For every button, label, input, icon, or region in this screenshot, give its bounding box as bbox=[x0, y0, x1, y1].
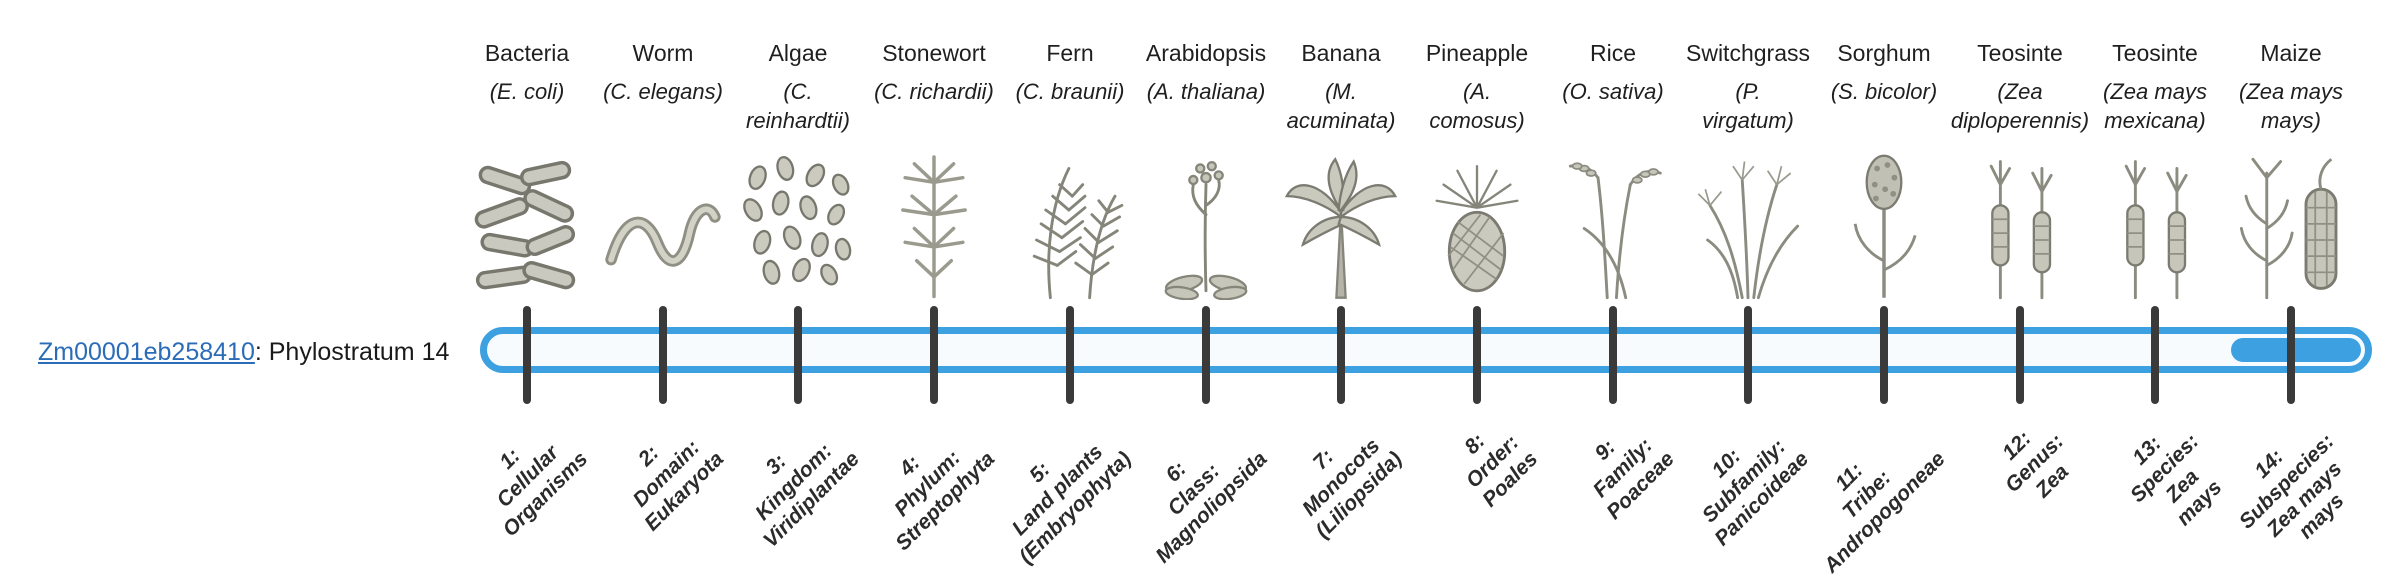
phylostratum-label-5: 5: Land plants (Embryophyta) bbox=[936, 412, 1135, 568]
organism-scientific-name: (Zea mays mays) bbox=[2239, 78, 2343, 134]
organism-common-name: Teosinte bbox=[1977, 40, 2063, 66]
phylostratum-label-12: 12: Genus: Zea bbox=[1962, 412, 2073, 502]
organism-column-header-1: Bacteria (E. coli) bbox=[438, 40, 616, 106]
worm-icon bbox=[598, 150, 728, 300]
phylostratum-label-1: 1: Cellular Organisms bbox=[431, 412, 592, 541]
organism-scientific-name: (P. virgatum) bbox=[1702, 78, 1794, 134]
phylostratum-label-text: 7: Monocots (Liliopsida) bbox=[1297, 434, 1407, 543]
gene-id-link[interactable]: Zm00001eb258410 bbox=[38, 338, 255, 366]
organism-common-name: Stonewort bbox=[882, 40, 986, 66]
organism-column-header-7: Banana (M. acuminata) bbox=[1252, 40, 1430, 136]
arabidopsis-icon bbox=[1141, 150, 1271, 300]
organism-scientific-name: (M. acuminata) bbox=[1286, 78, 1396, 134]
organism-column-header-10: Switchgrass (P. virgatum) bbox=[1659, 40, 1837, 136]
teosinte-icon bbox=[2090, 150, 2220, 300]
phylostratum-tick-6 bbox=[1202, 306, 1210, 404]
organism-column-header-14: Maize (Zea mays mays) bbox=[2202, 40, 2380, 136]
organism-scientific-name: (Zea diploperennis) bbox=[1950, 78, 2090, 134]
organism-common-name: Bacteria bbox=[484, 40, 570, 66]
organism-common-name: Algae bbox=[768, 40, 828, 66]
organism-common-name: Fern bbox=[1046, 40, 1094, 66]
organism-scientific-name: (C. braunii) bbox=[1015, 78, 1125, 104]
organism-column-header-3: Algae (C. reinhardtii) bbox=[709, 40, 887, 136]
phylostratum-tick-3 bbox=[794, 306, 802, 404]
organism-common-name: Maize bbox=[2260, 40, 2322, 66]
organism-common-name: Worm bbox=[632, 40, 694, 66]
organism-common-name: Pineapple bbox=[1425, 40, 1529, 66]
organism-common-name: Rice bbox=[1589, 40, 1636, 66]
organism-scientific-name: (E. coli) bbox=[489, 78, 565, 104]
phylostratum-label-text: 11: Tribe: Andropogoneae bbox=[1819, 447, 1950, 578]
phylostratum-label-4: 4: Phylum: Streptophyta bbox=[818, 412, 999, 555]
organism-column-header-13: Teosinte (Zea mays mexicana) bbox=[2066, 40, 2244, 136]
phylostratum-label-2: 2: Domain: Eukaryota bbox=[575, 412, 728, 535]
phylostratum-label-7: 7: Monocots (Liliopsida) bbox=[1243, 412, 1406, 542]
switchgrass-icon bbox=[1683, 150, 1813, 300]
organism-common-name: Teosinte bbox=[2112, 40, 2198, 66]
organism-column-header-9: Rice (O. sativa) bbox=[1524, 40, 1702, 106]
phylostratum-tick-12 bbox=[2016, 306, 2024, 404]
organism-scientific-name: (A. thaliana) bbox=[1146, 78, 1266, 104]
banana-icon bbox=[1276, 150, 1406, 300]
phylostratum-label-8: 8: Order: Poales bbox=[1423, 412, 1542, 511]
rice-icon bbox=[1548, 150, 1678, 300]
phylostratum-tick-10 bbox=[1744, 306, 1752, 404]
organism-scientific-name: (O. sativa) bbox=[1562, 78, 1664, 104]
organism-column-header-8: Pineapple (A. comosus) bbox=[1388, 40, 1566, 136]
phylostratum-tick-4 bbox=[930, 306, 938, 404]
phylostratum-label-6: 6: Class: Magnoliopsida bbox=[1073, 412, 1271, 567]
phylostratum-tick-11 bbox=[1880, 306, 1888, 404]
organism-scientific-name: (Zea mays mexicana) bbox=[2103, 78, 2207, 134]
phylostrata-bar bbox=[480, 327, 2372, 373]
algae-icon bbox=[733, 150, 863, 300]
organism-common-name: Switchgrass bbox=[1686, 40, 1810, 66]
phylostratum-14-fill bbox=[2231, 338, 2361, 362]
phylostratum-tick-13 bbox=[2151, 306, 2159, 404]
organism-column-header-12: Teosinte (Zea diploperennis) bbox=[1931, 40, 2109, 136]
organism-scientific-name: (C. elegans) bbox=[603, 78, 723, 104]
gene-label: Zm00001eb258410: Phylostratum 14 bbox=[38, 338, 449, 367]
phylostratum-label-9: 9: Family: Poaceae bbox=[1542, 412, 1678, 524]
phylostratum-tick-2 bbox=[659, 306, 667, 404]
phylostratum-label-14: 14: Subspecies: Zea mays mays bbox=[2181, 412, 2349, 544]
maize-icon bbox=[2226, 150, 2356, 300]
phylostratum-tick-7 bbox=[1337, 306, 1345, 404]
phylostratum-label-11: 11: Tribe: Andropogoneae bbox=[1737, 412, 1949, 577]
organism-common-name: Arabidopsis bbox=[1145, 40, 1267, 66]
stonewort-icon bbox=[869, 150, 999, 300]
organism-common-name: Banana bbox=[1301, 40, 1381, 66]
phylostratum-label-text: 8: Order: Poales bbox=[1460, 429, 1543, 512]
organism-column-header-5: Fern (C. braunii) bbox=[981, 40, 1159, 106]
organism-scientific-name: (S. bicolor) bbox=[1830, 78, 1938, 104]
fern-icon bbox=[1005, 150, 1135, 300]
bacteria-icon bbox=[462, 150, 592, 300]
organism-scientific-name: (C. reinhardtii) bbox=[746, 78, 850, 134]
gene-phylostratum-text: : Phylostratum 14 bbox=[254, 338, 450, 366]
phylostratum-label-text: 14: Subspecies: Zea mays mays bbox=[2235, 429, 2350, 544]
phylostratum-label-text: 1: Cellular Organisms bbox=[492, 441, 593, 541]
organism-column-header-11: Sorghum (S. bicolor) bbox=[1795, 40, 1973, 106]
phylostratum-tick-1 bbox=[523, 306, 531, 404]
phylostratum-label-3: 3: Kingdom: Viridiplantae bbox=[687, 412, 864, 552]
pineapple-icon bbox=[1412, 150, 1542, 300]
phylostratum-label-text: 12: Genus: Zea bbox=[1997, 426, 2073, 502]
phylostratum-tick-5 bbox=[1066, 306, 1074, 404]
sorghum-icon bbox=[1819, 150, 1949, 300]
phylostratum-tick-14 bbox=[2287, 306, 2295, 404]
teosinte-icon bbox=[1955, 150, 2085, 300]
organism-column-header-2: Worm (C. elegans) bbox=[574, 40, 752, 106]
organism-scientific-name: (A. comosus) bbox=[1429, 78, 1525, 134]
organism-scientific-name: (C. richardii) bbox=[874, 78, 994, 104]
organism-column-header-4: Stonewort (C. richardii) bbox=[845, 40, 1023, 106]
phylostratum-tick-8 bbox=[1473, 306, 1481, 404]
phylostratum-tick-9 bbox=[1609, 306, 1617, 404]
organism-common-name: Sorghum bbox=[1837, 40, 1931, 66]
phylostratum-label-13: 13: Species: Zea mays bbox=[2083, 412, 2226, 531]
organism-column-header-6: Arabidopsis (A. thaliana) bbox=[1117, 40, 1295, 106]
